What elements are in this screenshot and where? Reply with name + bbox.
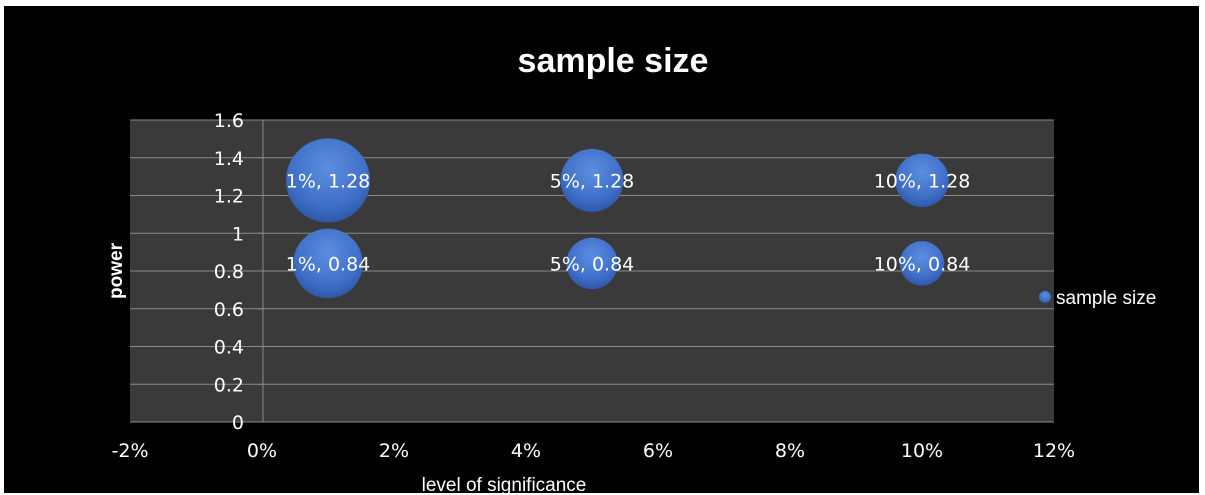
x-tick-label: 6% <box>643 440 673 462</box>
bubble-data-label: 1%, 1.28 <box>286 170 371 192</box>
chart-frame: sample size 0 0.2 0.4 0.6 0.8 1 1.2 1.4 1.6 -2% 0… <box>4 6 1199 493</box>
bubble-data-label: 10%, 1.28 <box>874 170 971 192</box>
y-tick-label: 1.4 <box>214 148 244 170</box>
bubble-series: 1%, 1.28 1%, 0.84 5%, 1.28 5%, 0.84 10%, 1.2… <box>286 138 971 299</box>
legend-label: sample size <box>1056 288 1156 309</box>
bubble-data-label: 10%, 0.84 <box>874 253 971 275</box>
bubble-chart: sample size 0 0.2 0.4 0.6 0.8 1 1.2 1.4 1.6 -2% 0… <box>106 42 1156 493</box>
y-tick-label: 1.2 <box>214 186 244 208</box>
x-tick-label: 4% <box>511 440 541 462</box>
x-tick-label: 2% <box>379 440 409 462</box>
y-tick-label: 0.6 <box>214 299 244 321</box>
y-tick-label: 0 <box>232 412 244 434</box>
x-tick-label: 0% <box>247 440 277 462</box>
y-tick-label: 0.4 <box>214 337 244 359</box>
bubble <box>293 228 363 299</box>
bubble <box>566 237 618 290</box>
bubble <box>899 241 945 286</box>
y-axis-ticks: 0 0.2 0.4 0.6 0.8 1 1.2 1.4 1.6 <box>214 110 244 434</box>
bubble <box>895 153 949 208</box>
x-axis-ticks: -2% 0% 2% 4% 6% 8% 10% 12% <box>112 440 1076 462</box>
chart-title: sample size <box>518 42 709 80</box>
x-axis-title: level of significance <box>422 475 587 493</box>
y-tick-label: 0.2 <box>214 374 244 396</box>
bubble-data-label: 1%, 0.84 <box>286 253 371 275</box>
y-tick-label: 1 <box>232 223 244 245</box>
x-tick-label: 8% <box>775 440 805 462</box>
legend: sample size <box>1039 288 1156 309</box>
bubble-data-label: 5%, 1.28 <box>550 170 635 192</box>
y-axis-title: power <box>106 242 127 299</box>
bubble <box>286 138 370 223</box>
x-tick-label: -2% <box>112 440 149 462</box>
y-tick-label: 1.6 <box>214 110 244 132</box>
legend-marker <box>1039 291 1051 303</box>
x-tick-label: 10% <box>901 440 943 462</box>
bubble <box>560 148 624 212</box>
y-tick-label: 0.8 <box>214 261 244 283</box>
x-tick-label: 12% <box>1033 440 1075 462</box>
bubble-data-label: 5%, 0.84 <box>550 253 635 275</box>
